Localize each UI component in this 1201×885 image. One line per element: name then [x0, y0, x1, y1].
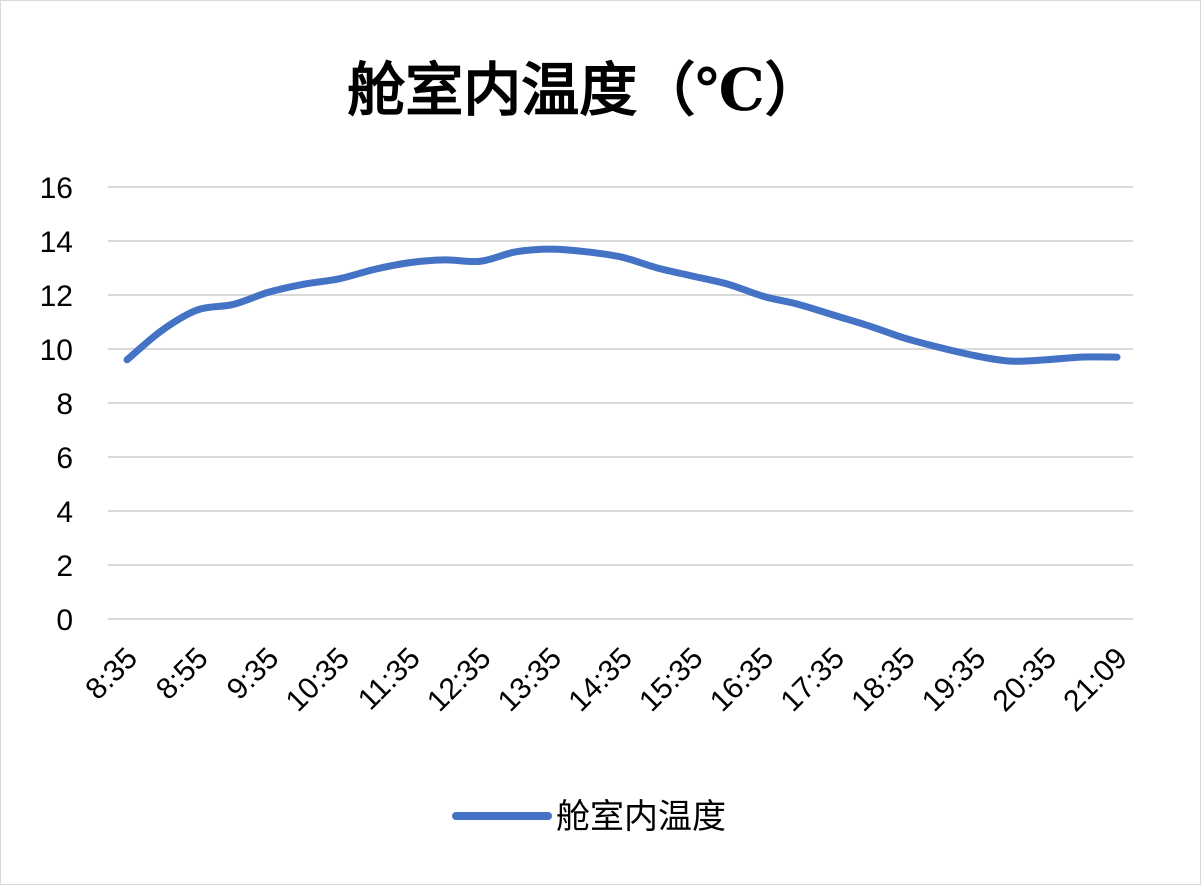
x-tick-label: 20:35: [987, 642, 1063, 718]
x-tick-label: 21:09: [1057, 642, 1133, 718]
y-tick-label: 4: [56, 496, 73, 529]
x-tick-label: 19:35: [916, 642, 992, 718]
y-tick-label: 10: [40, 334, 73, 367]
x-tick-label: 12:35: [421, 642, 497, 718]
x-tick-label: 8:35: [79, 642, 144, 707]
x-tick-label: 8:55: [150, 642, 215, 707]
x-tick-label: 17:35: [775, 642, 851, 718]
x-tick-label: 11:35: [352, 642, 427, 717]
x-tick-label: 15:35: [633, 642, 709, 718]
legend: 舱室内温度: [452, 797, 726, 837]
x-tick-label: 14:35: [562, 642, 638, 718]
x-tick-label: 18:35: [845, 642, 921, 718]
chart-title: 舱室内温度（℃）: [347, 56, 823, 124]
gridlines: [108, 186, 1133, 620]
y-axis: 0 2 4 6 8 10 12 14 16: [40, 172, 73, 637]
x-tick-label: 13:35: [492, 642, 568, 718]
x-tick-label: 10:35: [280, 642, 356, 718]
x-tick-label: 9:35: [221, 642, 286, 707]
y-tick-label: 6: [56, 442, 73, 475]
series-layer: [123, 245, 1121, 365]
y-tick-label: 8: [56, 388, 73, 421]
x-tick-label: 16:35: [704, 642, 780, 718]
y-tick-label: 2: [56, 550, 73, 583]
y-tick-label: 16: [40, 172, 73, 205]
legend-label: 舱室内温度: [556, 797, 726, 837]
y-tick-label: 0: [56, 604, 73, 637]
y-tick-label: 14: [40, 226, 73, 259]
y-tick-label: 12: [40, 280, 73, 313]
series-line-cabin-temperature: [123, 245, 1121, 365]
x-axis: 8:35 8:55 9:3510:3511:3512:3513:3514:3515:…: [79, 642, 1133, 718]
